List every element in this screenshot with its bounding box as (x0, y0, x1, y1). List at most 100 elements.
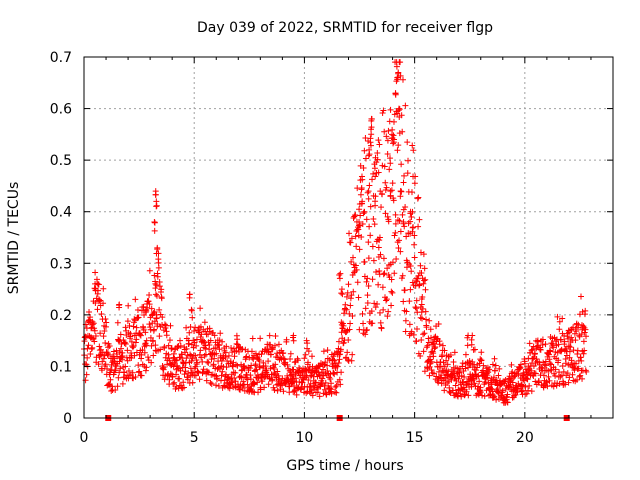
data-point (348, 357, 355, 364)
data-point (135, 362, 142, 369)
data-point (241, 365, 248, 372)
data-point (234, 336, 241, 343)
data-point (360, 320, 367, 327)
data-point (95, 298, 102, 305)
data-point (363, 327, 370, 334)
data-point (322, 379, 329, 386)
data-point (159, 314, 166, 321)
data-point (229, 379, 236, 386)
data-point (252, 367, 259, 374)
data-point (101, 352, 108, 359)
data-point (84, 354, 91, 361)
data-point (391, 232, 398, 239)
data-point (395, 142, 402, 149)
data-point (128, 350, 135, 357)
data-point (381, 128, 388, 135)
data-point (226, 385, 233, 392)
data-point (280, 388, 287, 395)
data-point (559, 315, 566, 322)
data-point (233, 340, 240, 347)
data-point (564, 330, 571, 337)
data-point (556, 326, 563, 333)
data-point (432, 343, 439, 350)
data-point (449, 387, 456, 394)
data-point (386, 166, 393, 173)
data-point (239, 384, 246, 391)
data-point (582, 367, 589, 374)
data-point (402, 102, 409, 109)
data-point (582, 307, 589, 314)
y-tick-label: 0.6 (50, 102, 72, 118)
data-point (247, 372, 254, 379)
data-point (151, 227, 158, 234)
y-axis-label: SRMTID / TECUs (6, 182, 22, 295)
data-point (509, 368, 516, 375)
data-point (385, 127, 392, 134)
data-point (384, 151, 391, 158)
data-point (137, 331, 144, 338)
data-point (274, 368, 281, 375)
data-point (146, 267, 153, 274)
data-point (403, 233, 410, 240)
data-point (322, 359, 329, 366)
data-point (329, 356, 336, 363)
data-point (97, 297, 104, 304)
data-point (141, 349, 148, 356)
data-point (294, 355, 301, 362)
data-point (152, 285, 159, 292)
data-point (339, 291, 346, 298)
data-point (265, 358, 272, 365)
data-point (383, 297, 390, 304)
data-point (347, 295, 354, 302)
data-point (299, 379, 306, 386)
data-point (143, 307, 150, 314)
data-point (153, 315, 160, 322)
data-point (256, 364, 263, 371)
data-point (201, 352, 208, 359)
data-point (257, 386, 264, 393)
data-point (91, 338, 98, 345)
chart-title: Day 039 of 2022, SRMTID for receiver flg… (197, 20, 493, 36)
data-point (180, 384, 187, 391)
data-point (422, 276, 429, 283)
data-point (389, 180, 396, 187)
data-point (416, 281, 423, 288)
data-point (261, 374, 268, 381)
data-point (99, 358, 106, 365)
data-point (142, 309, 149, 316)
data-point (186, 340, 193, 347)
data-point (159, 365, 166, 372)
data-point (255, 389, 262, 396)
data-point (464, 342, 471, 349)
data-point (213, 350, 220, 357)
data-point (188, 357, 195, 364)
data-point (572, 337, 579, 344)
data-point (426, 363, 433, 370)
data-point (558, 346, 565, 353)
data-point (396, 106, 403, 113)
data-point (512, 391, 519, 398)
data-point (377, 319, 384, 326)
data-point (221, 383, 228, 390)
data-point (369, 320, 376, 327)
data-point (375, 169, 382, 176)
data-point (258, 351, 265, 358)
data-point (275, 341, 282, 348)
y-tick-label: 0.2 (50, 308, 72, 324)
data-point (330, 353, 337, 360)
data-point (302, 374, 309, 381)
data-point (373, 268, 380, 275)
data-point (134, 307, 141, 314)
data-point (338, 286, 345, 293)
data-point (386, 118, 393, 125)
data-point (229, 349, 236, 356)
data-point (191, 327, 198, 334)
data-point (114, 319, 121, 326)
data-point (382, 210, 389, 217)
data-point (162, 354, 169, 361)
data-point (485, 369, 492, 376)
data-point (333, 362, 340, 369)
data-point (250, 388, 257, 395)
data-point (151, 326, 158, 333)
data-point (166, 357, 173, 364)
